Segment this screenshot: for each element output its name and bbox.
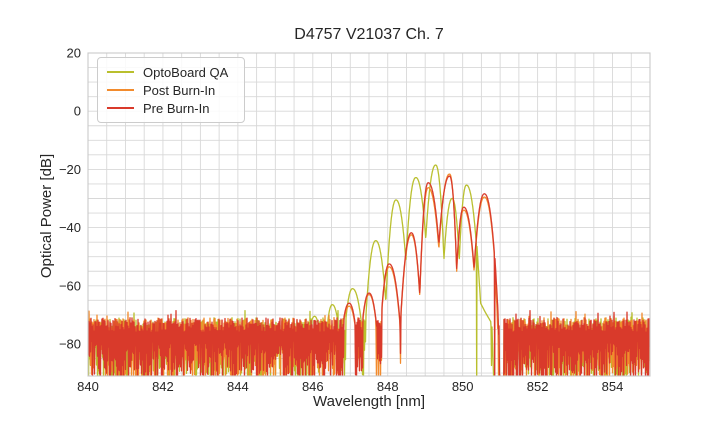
legend-entry: Post Burn-In (107, 81, 235, 99)
x-tick-label: 842 (152, 379, 174, 394)
x-tick-label: 850 (452, 379, 474, 394)
x-tick-label: 852 (527, 379, 549, 394)
x-tick-label: 848 (377, 379, 399, 394)
y-tick-label: −40 (59, 220, 81, 235)
x-tick-label: 846 (302, 379, 324, 394)
x-tick-label: 844 (227, 379, 249, 394)
legend-entry: OptoBoard QA (107, 63, 235, 81)
legend-entry-label: Post Burn-In (143, 82, 216, 98)
chart-title: D4757 V21037 Ch. 7 (294, 26, 444, 43)
legend-entry-label: OptoBoard QA (143, 64, 229, 80)
legend-line-sample (107, 89, 134, 91)
y-tick-label: −80 (59, 336, 81, 351)
legend: OptoBoard QA Post Burn-In Pre Burn-In (97, 57, 245, 123)
x-tick-label: 840 (77, 379, 99, 394)
legend-entry: Pre Burn-In (107, 99, 235, 117)
y-tick-label: −20 (59, 162, 81, 177)
legend-line-sample (107, 107, 134, 109)
series-line-pre-burn-in (88, 175, 650, 376)
plot-border (87, 52, 651, 377)
y-tick-label: 20 (67, 46, 81, 61)
legend-entry-label: Pre Burn-In (143, 100, 210, 116)
x-axis-label: Wavelength [nm] (313, 393, 425, 410)
y-tick-label: −60 (59, 278, 81, 293)
x-tick-label: 854 (602, 379, 624, 394)
legend-line-sample (107, 71, 134, 73)
y-tick-label: 0 (74, 104, 81, 119)
